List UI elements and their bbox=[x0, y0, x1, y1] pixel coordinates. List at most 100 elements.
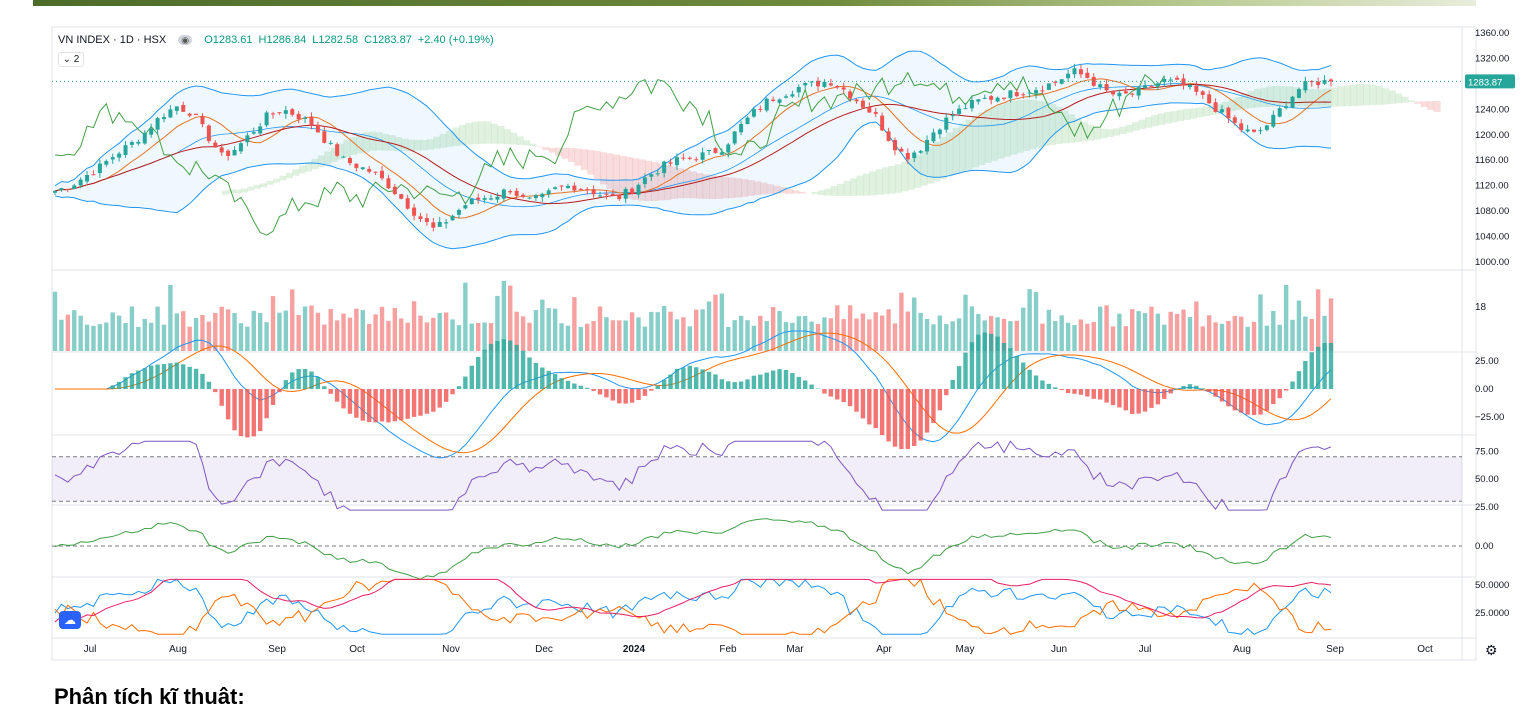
macd-histogram-bar bbox=[354, 389, 359, 418]
macd-histogram-bar bbox=[142, 368, 147, 389]
ichimoku-cloud-segment bbox=[715, 176, 723, 199]
candle-body bbox=[495, 196, 500, 200]
volume-bar bbox=[860, 313, 866, 351]
candle-body bbox=[476, 197, 481, 200]
macd-histogram-bar bbox=[290, 372, 295, 389]
volume-bar bbox=[937, 315, 943, 351]
tradingview-logo-icon[interactable]: ☁ bbox=[59, 611, 81, 629]
volume-bar bbox=[1194, 301, 1199, 351]
ichimoku-cloud-segment bbox=[619, 155, 627, 197]
candle-body bbox=[354, 163, 359, 168]
macd-histogram-bar bbox=[835, 389, 840, 400]
candle-body bbox=[226, 150, 231, 157]
bollinger-basis-line bbox=[54, 83, 1332, 208]
volume-bar bbox=[456, 325, 462, 351]
ichimoku-cloud-segment bbox=[1221, 101, 1230, 113]
ichimoku-cloud-segment bbox=[946, 132, 954, 177]
volume-bar bbox=[1155, 313, 1161, 351]
collapse-indicators-button[interactable]: ⌄ 2 bbox=[58, 52, 84, 67]
macd-histogram-bar bbox=[514, 344, 519, 389]
candle-body bbox=[1290, 96, 1295, 108]
volume-bar bbox=[1303, 316, 1308, 351]
ichimoku-cloud-segment bbox=[811, 191, 819, 195]
ichimoku-cloud-segment bbox=[1151, 114, 1159, 127]
ichimoku-cloud-segment bbox=[1273, 85, 1281, 107]
chart-canvas[interactable]: 1360.001320.001280.001240.001200.001160.… bbox=[0, 0, 1528, 665]
candle-body bbox=[322, 131, 327, 143]
macd-histogram-bar bbox=[219, 389, 224, 406]
ichimoku-cloud-segment bbox=[394, 137, 402, 152]
candle-body bbox=[194, 113, 199, 115]
macd-histogram-bar bbox=[488, 343, 494, 389]
volume-bar bbox=[828, 318, 834, 351]
candle-body bbox=[995, 97, 1000, 102]
macd-histogram-bar bbox=[1328, 343, 1334, 389]
volume-bar bbox=[1110, 326, 1116, 351]
volume-bar bbox=[1072, 325, 1077, 351]
macd-histogram-bar bbox=[1290, 381, 1295, 389]
macd-histogram-bar bbox=[1309, 352, 1314, 389]
macd-histogram-bar bbox=[431, 389, 436, 412]
macd-histogram-bar bbox=[976, 334, 981, 389]
ichimoku-cloud-segment bbox=[1157, 113, 1165, 125]
volume-bar bbox=[322, 324, 327, 351]
ichimoku-cloud-segment bbox=[971, 115, 979, 168]
ichimoku-cloud-segment bbox=[773, 185, 781, 194]
candle-body bbox=[777, 99, 782, 103]
eye-icon[interactable]: ◉ bbox=[178, 35, 193, 45]
candle-body bbox=[572, 185, 577, 191]
ichimoku-cloud-segment bbox=[324, 151, 332, 165]
candle-body bbox=[1098, 84, 1103, 88]
ichimoku-cloud-segment bbox=[330, 147, 338, 162]
ichimoku-cloud-segment bbox=[471, 121, 479, 145]
ichimoku-cloud-segment bbox=[561, 147, 569, 159]
candle-body bbox=[303, 117, 308, 119]
candle-body bbox=[232, 149, 237, 156]
ichimoku-cloud-segment bbox=[266, 180, 274, 185]
symbol-title[interactable]: VN INDEX · 1D · HSX bbox=[58, 34, 167, 46]
macd-histogram-bar bbox=[1136, 389, 1141, 414]
volume-bar bbox=[225, 309, 231, 351]
volume-bar bbox=[944, 324, 949, 351]
candle-body bbox=[1143, 85, 1148, 89]
macd-histogram-bar bbox=[905, 389, 911, 449]
candle-body bbox=[1117, 92, 1122, 97]
ichimoku-cloud-segment bbox=[1202, 106, 1210, 117]
gear-icon[interactable]: ⚙ bbox=[1485, 642, 1498, 658]
volume-bar bbox=[354, 308, 359, 351]
macd-histogram-bar bbox=[1001, 342, 1007, 389]
ichimoku-cloud-segment bbox=[1023, 99, 1031, 151]
time-axis-tick-label: Apr bbox=[876, 644, 892, 655]
volume-bar bbox=[1258, 294, 1263, 351]
ichimoku-cloud-segment bbox=[875, 169, 883, 195]
ichimoku-cloud-segment bbox=[1324, 88, 1332, 107]
ichimoku-cloud-segment bbox=[792, 190, 800, 194]
candle-body bbox=[1053, 81, 1058, 83]
ichimoku-cloud-segment bbox=[1286, 86, 1294, 107]
volume-bar bbox=[193, 317, 199, 351]
macd-histogram-bar bbox=[1072, 389, 1077, 394]
candle-body bbox=[655, 173, 660, 175]
ichimoku-cloud-segment bbox=[497, 125, 505, 144]
macd-histogram-bar bbox=[1130, 389, 1135, 415]
macd-histogram-bar bbox=[674, 368, 680, 389]
volume-bar bbox=[661, 305, 667, 351]
volume-bar bbox=[174, 313, 180, 351]
macd-histogram-bar bbox=[886, 389, 891, 442]
macd-histogram-bar bbox=[828, 389, 834, 397]
ichimoku-cloud-segment bbox=[1375, 86, 1383, 105]
volume-bar bbox=[572, 297, 577, 351]
macd-histogram-bar bbox=[328, 389, 333, 394]
candle-body bbox=[97, 163, 102, 174]
time-axis-tick-label: Aug bbox=[169, 644, 187, 655]
volume-bar bbox=[1065, 322, 1071, 351]
volume-bar bbox=[1219, 323, 1225, 351]
macd-histogram-bar bbox=[963, 352, 968, 389]
dmi-axis-tick-label: 25.0000 bbox=[1475, 608, 1509, 619]
candle-body bbox=[668, 162, 673, 164]
ichimoku-cloud-segment bbox=[1247, 91, 1255, 109]
ichimoku-cloud-segment bbox=[830, 186, 838, 196]
candle-body bbox=[1252, 129, 1257, 132]
volume-bar bbox=[360, 310, 365, 351]
ichimoku-cloud-segment bbox=[1228, 99, 1236, 112]
